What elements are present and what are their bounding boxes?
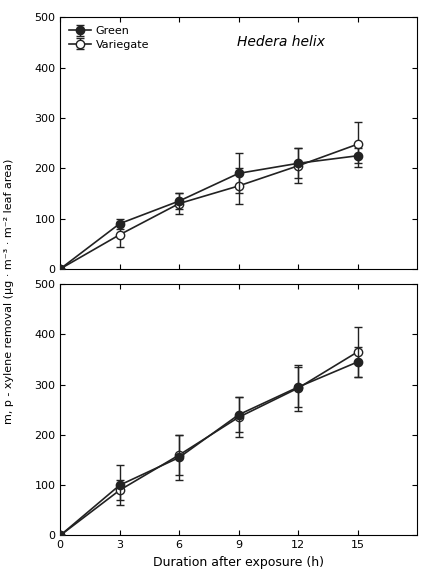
Legend: Green, Variegate: Green, Variegate xyxy=(66,23,153,53)
X-axis label: Duration after exposure (h): Duration after exposure (h) xyxy=(153,556,324,569)
Text: m, p - xylene removal (μg · m⁻³ · m⁻² leaf area): m, p - xylene removal (μg · m⁻³ · m⁻² le… xyxy=(3,158,14,424)
Text: Hedera helix: Hedera helix xyxy=(237,35,326,49)
